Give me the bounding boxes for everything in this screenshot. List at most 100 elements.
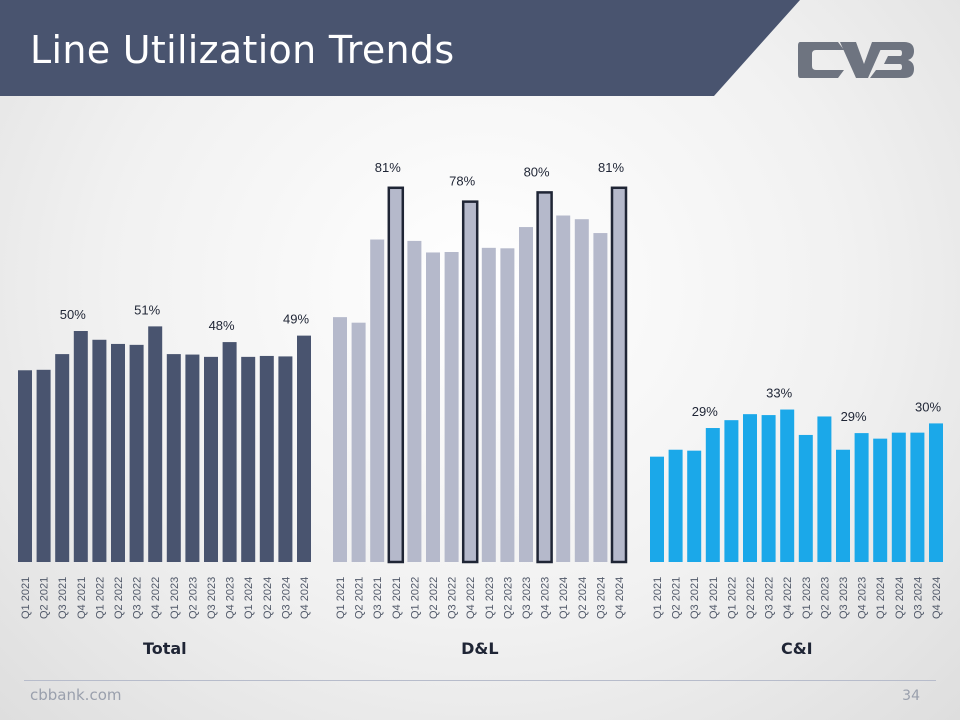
total-bar-q1-2021 [18,370,32,562]
total-bar-q4-2024 [297,335,311,562]
ci-bar-q1-2022 [724,420,739,562]
total-tick-label: Q4 2023 [225,577,237,619]
page-title: Line Utilization Trends [30,28,455,72]
ci-tick-label: Q1 2023 [801,577,813,619]
ci-tick-label: Q4 2023 [857,577,869,619]
dl-tick-label: Q3 2023 [521,577,533,619]
ci-tick-label: Q2 2024 [894,577,906,619]
footer-url: cbbank.com [30,686,122,704]
dl-panel-label: D&L [461,639,498,658]
ci-panel-label: C&I [781,639,813,658]
total-bar-q4-2022 [148,326,163,562]
dl-bar-q3-2021 [370,239,385,563]
ci-tick-label: Q4 2022 [782,577,794,619]
ci-tick-label: Q4 2021 [708,577,720,619]
dl-tick-label: Q2 2023 [502,577,514,619]
dl-bar-q4-2022 [461,200,479,564]
total-bar-q3-2021 [55,354,70,562]
ci-bar-q1-2024 [873,438,888,562]
ci-tick-label: Q2 2021 [671,577,683,619]
dl-tick-label: Q3 2021 [372,577,384,619]
total-bar-q1-2022 [92,339,107,562]
dl-tick-label: Q4 2023 [540,577,552,619]
ci-tick-label: Q1 2022 [726,577,738,619]
ci-bar-q3-2023 [836,449,850,562]
total-tick-label: Q1 2023 [169,577,181,619]
ci-tick-label: Q3 2022 [764,577,776,619]
total-data-label: 51% [134,302,160,317]
dl-bar-q3-2023 [519,227,533,563]
dl-bar-q1-2022 [407,240,422,562]
total-tick-label: Q2 2022 [113,577,125,619]
total-tick-label: Q1 2024 [243,577,255,619]
dl-data-label: 81% [375,160,401,175]
dl-tick-label: Q4 2021 [391,577,403,619]
utilization-charts: Q1 2021 Q2 2021 Q3 2021 Q4 2021 Q1 2022 Q2 20… [18,160,943,658]
total-bar-q3-2023 [204,356,218,562]
dl-tick-label: Q2 2022 [428,577,440,619]
page-number: 34 [902,688,920,704]
total-data-label: 49% [283,312,309,327]
total-bar-q4-2021 [73,331,88,562]
dl-bar-q2-2022 [426,252,440,562]
dl-bar-q1-2024 [556,215,571,562]
ci-tick-label: Q3 2024 [912,577,924,619]
ci-bar-q4-2024 [929,423,943,562]
total-tick-label: Q3 2024 [280,577,292,619]
total-bar-q1-2024 [241,356,256,562]
total-bar-q2-2022 [111,343,125,562]
ci-bar-q1-2021 [650,456,664,562]
title-banner [0,0,800,96]
ci-bar-q1-2023 [798,434,813,562]
total-bar-q3-2022 [129,344,144,562]
total-tick-label: Q1 2021 [20,577,32,619]
dl-tick-label: Q4 2024 [614,577,626,619]
dl-bar-q1-2023 [481,247,496,562]
ci-bar-q2-2023 [817,416,832,562]
ci-bar-q3-2021 [687,450,702,562]
total-data-label: 50% [60,307,86,322]
ci-data-label: 30% [915,399,941,414]
dl-tick-label: Q2 2024 [577,577,589,619]
dl-bar-q2-2021 [351,322,366,562]
total-bar-q4-2023 [222,342,237,562]
ci-bar-q4-2021 [705,428,720,562]
total-tick-label: Q2 2021 [39,577,51,619]
total-tick-label: Q1 2022 [94,577,106,619]
total-tick-label: Q4 2024 [299,577,311,619]
total-bar-q2-2021 [36,369,51,562]
ci-bar-q2-2021 [668,449,683,562]
total-bar-q1-2023 [166,354,181,562]
total-tick-label: Q2 2024 [262,577,274,619]
total-tick-label: Q3 2022 [132,577,144,619]
ci-tick-label: Q3 2021 [689,577,701,619]
dl-tick-label: Q4 2022 [465,577,477,619]
total-tick-label: Q2 2023 [187,577,199,619]
dl-bar-q2-2024 [574,219,589,563]
dl-bar-q4-2024 [610,186,628,564]
dl-bar-q4-2021 [387,186,405,564]
footer-divider [24,680,936,681]
ci-bar-q4-2022 [780,409,795,562]
dl-data-label: 80% [524,164,550,179]
ci-tick-label: Q2 2023 [819,577,831,619]
cvb-logo [798,42,914,78]
dl-bar-q3-2024 [593,233,608,562]
ci-bar-q4-2023 [854,433,869,562]
ci-bar-q3-2022 [761,415,776,562]
dl-bar-q4-2023 [536,191,553,564]
ci-data-label: 33% [766,386,792,401]
dl-bar-q1-2021 [333,317,347,562]
ci-bar-q2-2022 [743,414,757,562]
dl-tick-label: Q3 2022 [447,577,459,619]
ci-tick-label: Q2 2022 [745,577,757,619]
dl-tick-label: Q1 2021 [335,577,347,619]
dl-tick-label: Q2 2021 [354,577,366,619]
ci-data-label: 29% [692,404,718,419]
ci-tick-label: Q1 2024 [875,577,887,619]
dl-bar-q2-2023 [500,248,515,562]
total-tick-label: Q3 2021 [57,577,69,619]
dl-bar-q3-2022 [444,251,459,563]
total-data-label: 48% [209,318,235,333]
dl-tick-label: Q1 2024 [558,577,570,619]
